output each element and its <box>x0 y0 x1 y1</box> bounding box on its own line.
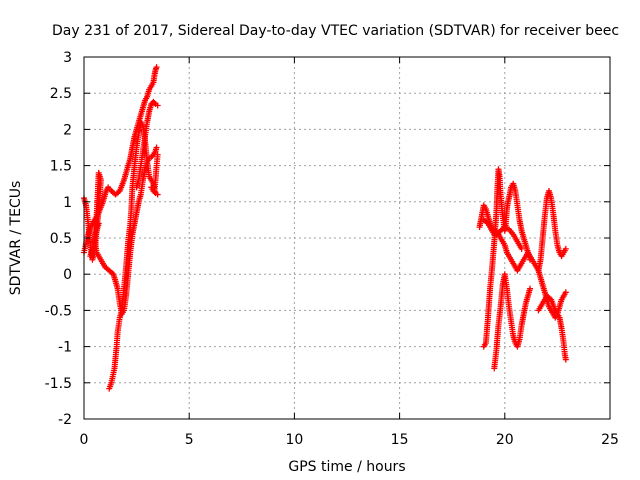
data-point <box>154 191 161 198</box>
y-tick-label: -1.5 <box>45 376 72 392</box>
data-point <box>151 189 158 196</box>
data-point <box>527 256 534 263</box>
y-tick-label: 3 <box>63 50 72 66</box>
data-point <box>95 220 102 227</box>
data-point <box>562 245 569 252</box>
x-tick-label: 15 <box>391 432 409 448</box>
y-tick-label: 2.5 <box>50 86 72 102</box>
x-tick-label: 5 <box>185 432 194 448</box>
y-tick-label: 0.5 <box>50 231 72 247</box>
y-tick-label: 0 <box>63 267 72 283</box>
data-point <box>153 64 160 71</box>
y-tick-label: -1 <box>58 340 72 356</box>
x-tick-label: 25 <box>601 432 619 448</box>
data-point <box>151 99 158 106</box>
chart-title: Day 231 of 2017, Sidereal Day-to-day VTE… <box>52 23 619 39</box>
axis-ticks <box>83 56 611 420</box>
y-axis-label: SDTVAR / TECUs <box>8 181 24 296</box>
data-points <box>81 64 569 392</box>
y-tick-labels: -2 -1.5 -1 -0.5 0 0.5 1 1.5 2 2.5 3 <box>45 50 72 428</box>
data-point <box>518 245 525 252</box>
data-point <box>562 289 569 296</box>
x-tick-label: 0 <box>80 432 89 448</box>
x-tick-label: 20 <box>496 432 514 448</box>
data-point <box>153 144 160 151</box>
grid-lines <box>84 57 610 419</box>
data-point <box>154 102 161 109</box>
data-point <box>527 285 534 292</box>
y-tick-label: -2 <box>58 412 72 428</box>
plot-frame <box>83 56 611 420</box>
data-point <box>154 151 161 158</box>
data-point <box>562 356 569 363</box>
x-axis-label: GPS time / hours <box>288 459 405 475</box>
x-tick-labels: 0 5 10 15 20 25 <box>80 432 619 448</box>
y-tick-label: -0.5 <box>45 303 72 319</box>
y-tick-label: 1.5 <box>50 159 72 175</box>
x-tick-label: 10 <box>285 432 303 448</box>
y-tick-label: 2 <box>63 122 72 138</box>
y-tick-label: 1 <box>63 195 72 211</box>
